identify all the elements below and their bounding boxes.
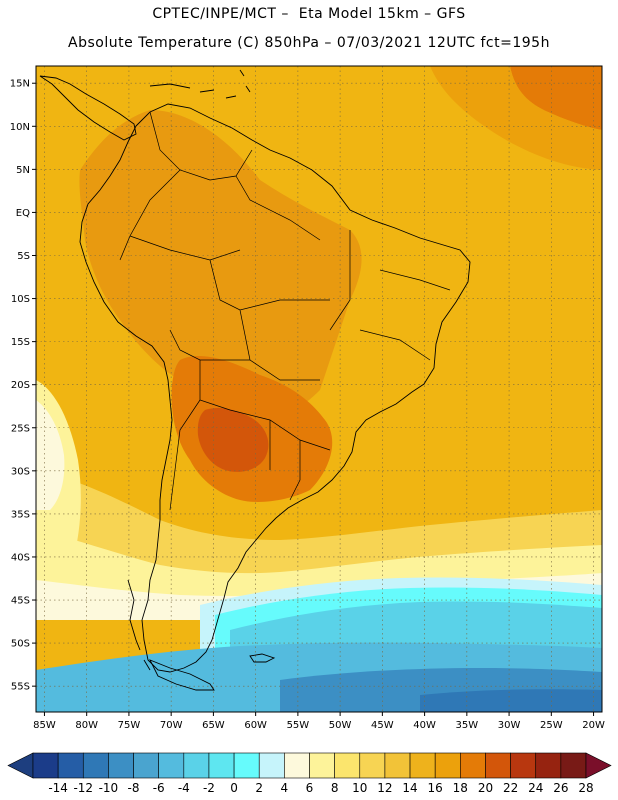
colorbar-swatch [233, 752, 260, 779]
colorbar-swatch [409, 752, 436, 779]
colorbar-swatch [384, 752, 411, 779]
lat-tick-label: 15N [10, 79, 30, 90]
temp-region-central-core [197, 408, 269, 472]
colorbar-label: 10 [352, 781, 367, 795]
lat-tick-label: 45S [11, 596, 30, 607]
lat-tick-label: 5N [16, 165, 30, 176]
colorbar-label: 22 [503, 781, 518, 795]
tierra-del-fuego [149, 659, 215, 691]
colorbar-label: 20 [478, 781, 493, 795]
colorbar-label: 16 [428, 781, 443, 795]
colorbar-label: -12 [73, 781, 93, 795]
colorbar-swatch [133, 752, 159, 779]
colorbar-swatch [32, 752, 59, 779]
lon-tick-label: 60W [244, 720, 267, 731]
colorbar-label: 12 [377, 781, 392, 795]
colorbar-label: 6 [306, 781, 314, 795]
colorbar-swatch [108, 752, 134, 779]
lat-tick-label: 30S [11, 466, 30, 477]
chile-fjords [127, 579, 151, 671]
colorbar-label: -6 [153, 781, 165, 795]
temperature-colorbar: -14 -12 -10 -8 -6 -4 -2 0 2 4 6 8 10 12 14 16 18 20 22 24 26… [7, 752, 612, 795]
colorbar-swatch [208, 752, 235, 779]
lon-tick-label: 35W [456, 720, 479, 731]
lon-tick-label: 70W [160, 720, 183, 731]
lon-tick-label: 55W [287, 720, 310, 731]
lat-tick-label: 10N [10, 122, 30, 133]
colorbar-swatch [359, 752, 386, 779]
colorbar-label: -14 [48, 781, 68, 795]
lat-tick-label: 50S [11, 639, 30, 650]
colorbar-swatch [258, 752, 285, 779]
colorbar-label: 8 [331, 781, 339, 795]
longitude-axis: 85W 80W 75W 70W 65W 60W 55W 50W 45W 40W 35W 30W 25W 2… [33, 712, 605, 731]
caribbean-islands [149, 69, 251, 99]
colorbar-swatch [158, 752, 185, 779]
colorbar-label: 4 [281, 781, 289, 795]
colorbar-swatch [82, 752, 109, 779]
map-title-line-1: CPTEC/INPE/MCT – Eta Model 15km – GFS [152, 6, 466, 22]
map-title-line-2: Absolute Temperature (C) 850hPa – 07/03/… [68, 35, 550, 51]
colorbar-swatch [510, 752, 537, 779]
temp-region-cold-navy [420, 689, 602, 712]
lat-tick-label: 20S [11, 380, 30, 391]
lon-tick-label: 30W [498, 720, 521, 731]
lon-tick-label: 45W [371, 720, 394, 731]
colorbar-label: 14 [402, 781, 417, 795]
colorbar-label: -10 [99, 781, 119, 795]
south-america-coastline [79, 103, 471, 673]
lon-tick-label: 20W [582, 720, 605, 731]
colorbar-label: 24 [528, 781, 543, 795]
temp-region-continent-warm [79, 110, 362, 420]
lon-tick-label: 85W [33, 720, 56, 731]
colorbar-swatch [309, 752, 335, 779]
colorbar-swatch [460, 752, 486, 779]
colorbar-label: 28 [578, 781, 593, 795]
lat-tick-label: 25S [11, 423, 30, 434]
lon-tick-label: 40W [413, 720, 436, 731]
colorbar-high-arrow [585, 752, 612, 779]
lat-tick-label: EQ [16, 208, 30, 219]
colorbar-swatch [334, 752, 361, 779]
colorbar-swatch [560, 752, 587, 779]
colorbar-label: 18 [453, 781, 468, 795]
temp-region-ne-warm [430, 66, 602, 170]
lat-tick-label: 10S [11, 294, 30, 305]
lat-tick-label: 55S [11, 682, 30, 693]
coastline-outline [39, 69, 471, 691]
central-america-coastline [39, 75, 137, 141]
colorbar-label: -2 [203, 781, 215, 795]
colorbar-label: 0 [230, 781, 238, 795]
lon-tick-label: 80W [75, 720, 98, 731]
colorbar-low-arrow [7, 752, 34, 779]
lat-tick-label: 40S [11, 552, 30, 563]
map-frame [35, 65, 603, 713]
colorbar-swatch [535, 752, 562, 779]
temp-region-ne-hot [510, 66, 602, 130]
falkland-islands [249, 653, 276, 663]
lon-tick-label: 65W [202, 720, 225, 731]
lat-tick-label: 15S [11, 337, 30, 348]
colorbar-swatch [57, 752, 84, 779]
colorbar-swatch [485, 752, 511, 779]
colorbar-swatch [183, 752, 210, 779]
latitude-axis: 15N 10N 5N EQ 5S 10S 15S 20S 25S 30S 35S 40S 45S 50S 5… [10, 79, 36, 693]
lon-tick-label: 25W [540, 720, 563, 731]
lat-tick-label: 5S [17, 251, 30, 262]
colorbar-label: 2 [255, 781, 263, 795]
temperature-field [36, 66, 602, 712]
temp-region-west-cream [36, 400, 65, 510]
lon-tick-label: 50W [329, 720, 352, 731]
country-borders [119, 111, 451, 511]
colorbar-label: 26 [553, 781, 568, 795]
colorbar-swatch [434, 752, 461, 779]
colorbar-label: -8 [128, 781, 140, 795]
colorbar-label: -4 [178, 781, 190, 795]
lat-tick-label: 35S [11, 509, 30, 520]
colorbar-swatch [284, 752, 310, 779]
lon-tick-label: 75W [118, 720, 141, 731]
